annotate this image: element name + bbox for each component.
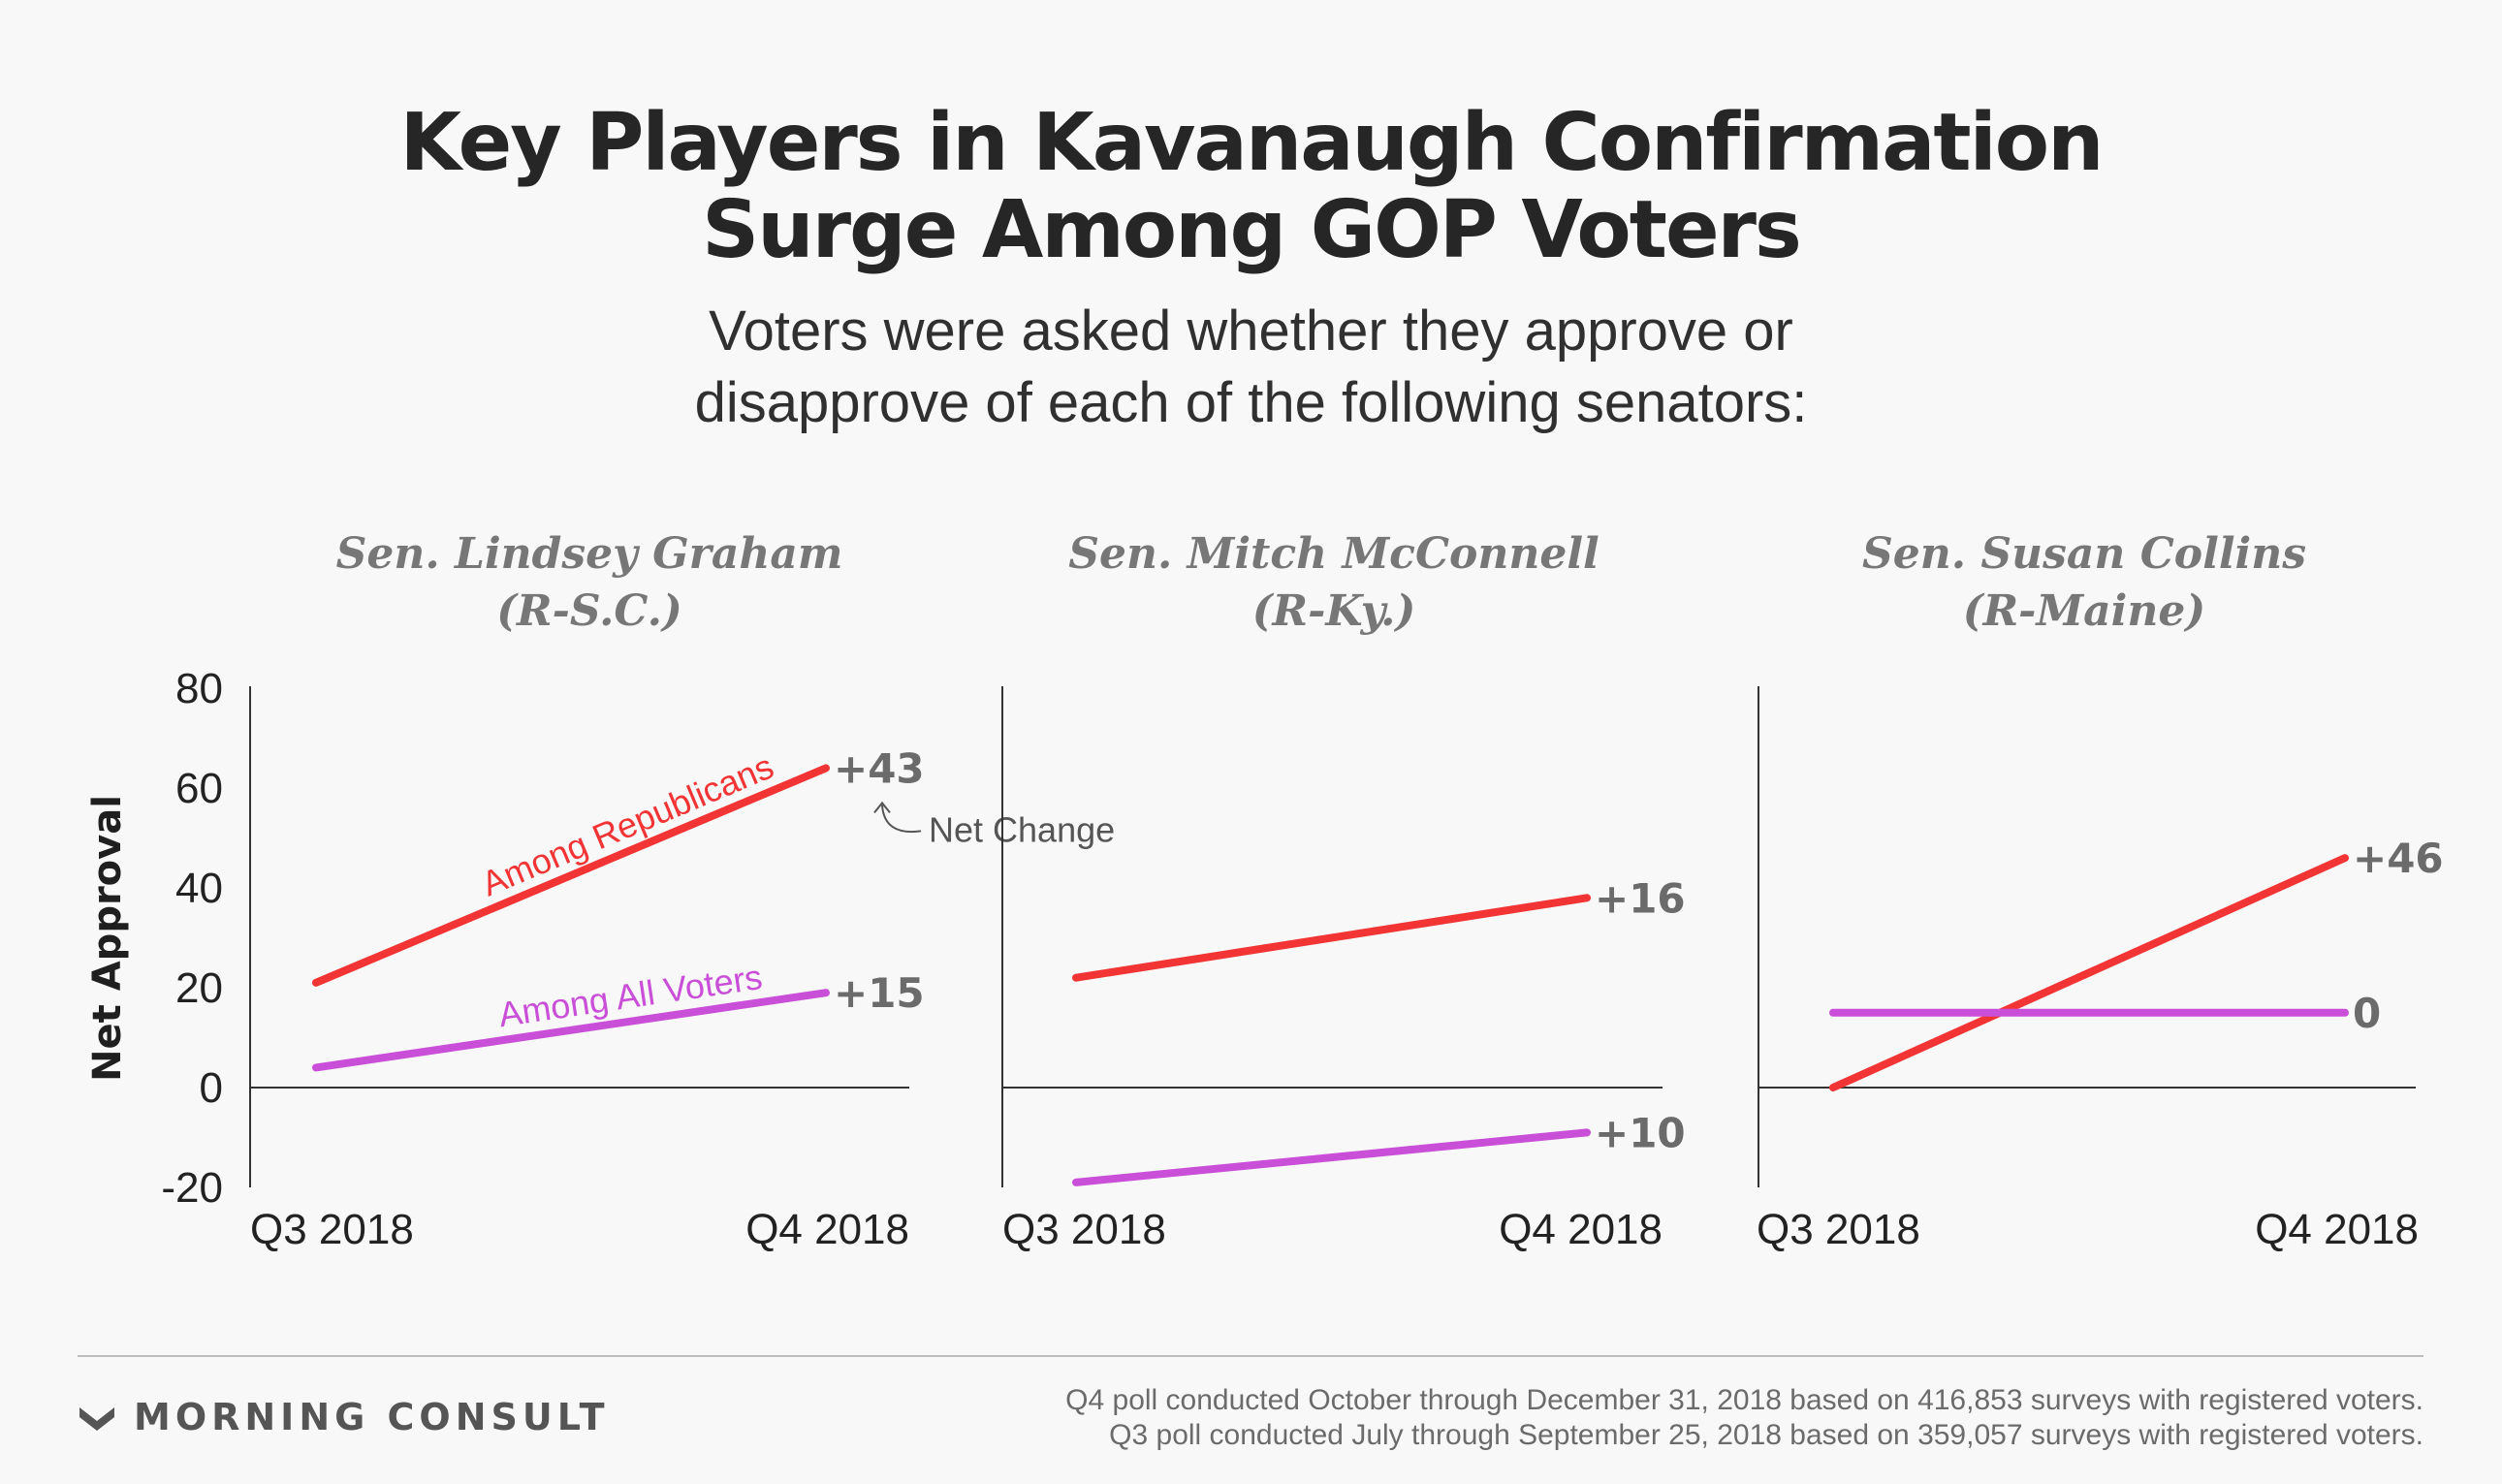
net-change-label: +15 — [834, 969, 925, 1017]
panel-title: Sen. Mitch McConnell — [1068, 529, 1599, 579]
y-tick-label: 80 — [175, 665, 223, 712]
y-axis-label: Net Approval — [85, 795, 130, 1082]
net-change-label: +10 — [1595, 1109, 1686, 1156]
morning-consult-logo-icon — [79, 1407, 114, 1431]
chart-title-line-2: Surge Among GOP Voters — [702, 184, 1802, 276]
net-change-label: +43 — [834, 744, 925, 792]
x-tick-label: Q4 2018 — [745, 1206, 909, 1253]
net-change-label: 0 — [2353, 990, 2381, 1037]
x-tick-label: Q4 2018 — [2255, 1206, 2419, 1253]
source-note-q4: Q4 poll conducted October through Decemb… — [1065, 1384, 2423, 1416]
y-tick-label: 0 — [200, 1064, 223, 1112]
panel-title: Sen. Lindsey Graham — [336, 529, 843, 579]
panel-title: Sen. Susan Collins — [1862, 529, 2306, 579]
x-tick-label: Q3 2018 — [1757, 1206, 1920, 1253]
panel-subtitle: (R-Maine) — [1963, 586, 2205, 636]
brand-name: MORNING CONSULT — [134, 1396, 610, 1438]
x-tick-label: Q3 2018 — [1002, 1206, 1166, 1253]
net-change-label: +46 — [2353, 835, 2444, 882]
y-tick-label: 20 — [175, 964, 223, 1012]
series-line-all-voters — [1072, 1128, 1591, 1186]
panel-subtitle: (R-S.C.) — [496, 586, 682, 636]
series-line-republicans — [1829, 854, 2349, 1091]
source-note-q3: Q3 poll conducted July through September… — [1109, 1419, 2423, 1451]
series-line-republicans — [312, 764, 830, 987]
series-line-republicans — [1072, 894, 1591, 982]
x-tick-label: Q3 2018 — [250, 1206, 414, 1253]
x-tick-label: Q4 2018 — [1499, 1206, 1663, 1253]
annotation-arrow — [881, 805, 922, 834]
series-name-label: Among Republicans — [476, 746, 779, 904]
annotation-arrow-head — [873, 801, 891, 814]
net-change-label: +16 — [1595, 874, 1686, 922]
series-line-all-voters — [312, 989, 830, 1072]
y-tick-label: 40 — [175, 865, 223, 912]
panel-subtitle: (R-Ky.) — [1252, 586, 1416, 636]
y-tick-label: -20 — [161, 1164, 223, 1212]
footer-divider — [78, 1355, 2423, 1357]
chart-title-line-1: Key Players in Kavanaugh Confirmation — [399, 97, 2105, 189]
chart-subtitle-line-1: Voters were asked whether they approve o… — [709, 300, 1793, 363]
y-tick-label: 60 — [175, 765, 223, 812]
annotation-text: Net Change — [929, 809, 1115, 849]
chart-subtitle-line-2: disapprove of each of the following sena… — [694, 371, 1808, 434]
